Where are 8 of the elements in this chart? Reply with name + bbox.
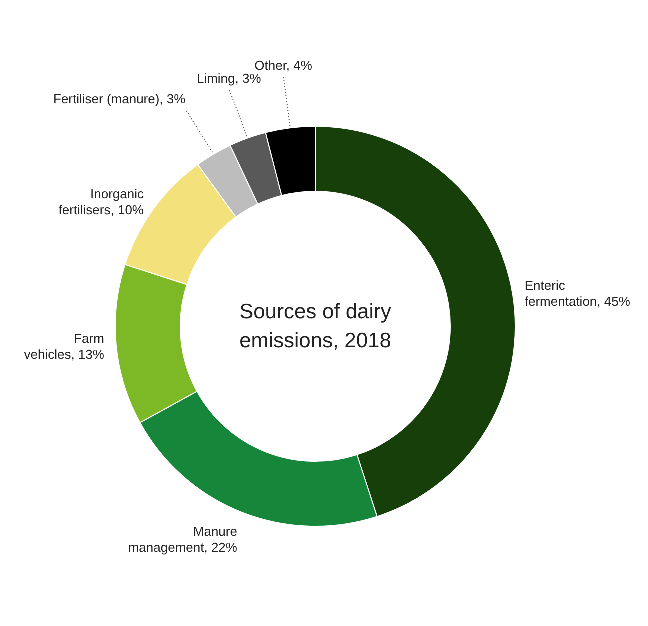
- text: Sources of dairy emissions, 2018: [240, 300, 392, 352]
- slice-label: Farm vehicles, 13%: [24, 330, 105, 362]
- slice-label: Manure management, 22%: [128, 524, 238, 556]
- slice-label: Enteric fermentation, 45%: [524, 278, 631, 309]
- slice-label: Inorganic fertilisers, 10%: [58, 186, 144, 218]
- slice-label: Fertiliser (manure), 3%: [54, 92, 186, 107]
- slice-label: Other, 4%: [254, 58, 313, 74]
- slice-label: Liming, 3%: [196, 71, 262, 86]
